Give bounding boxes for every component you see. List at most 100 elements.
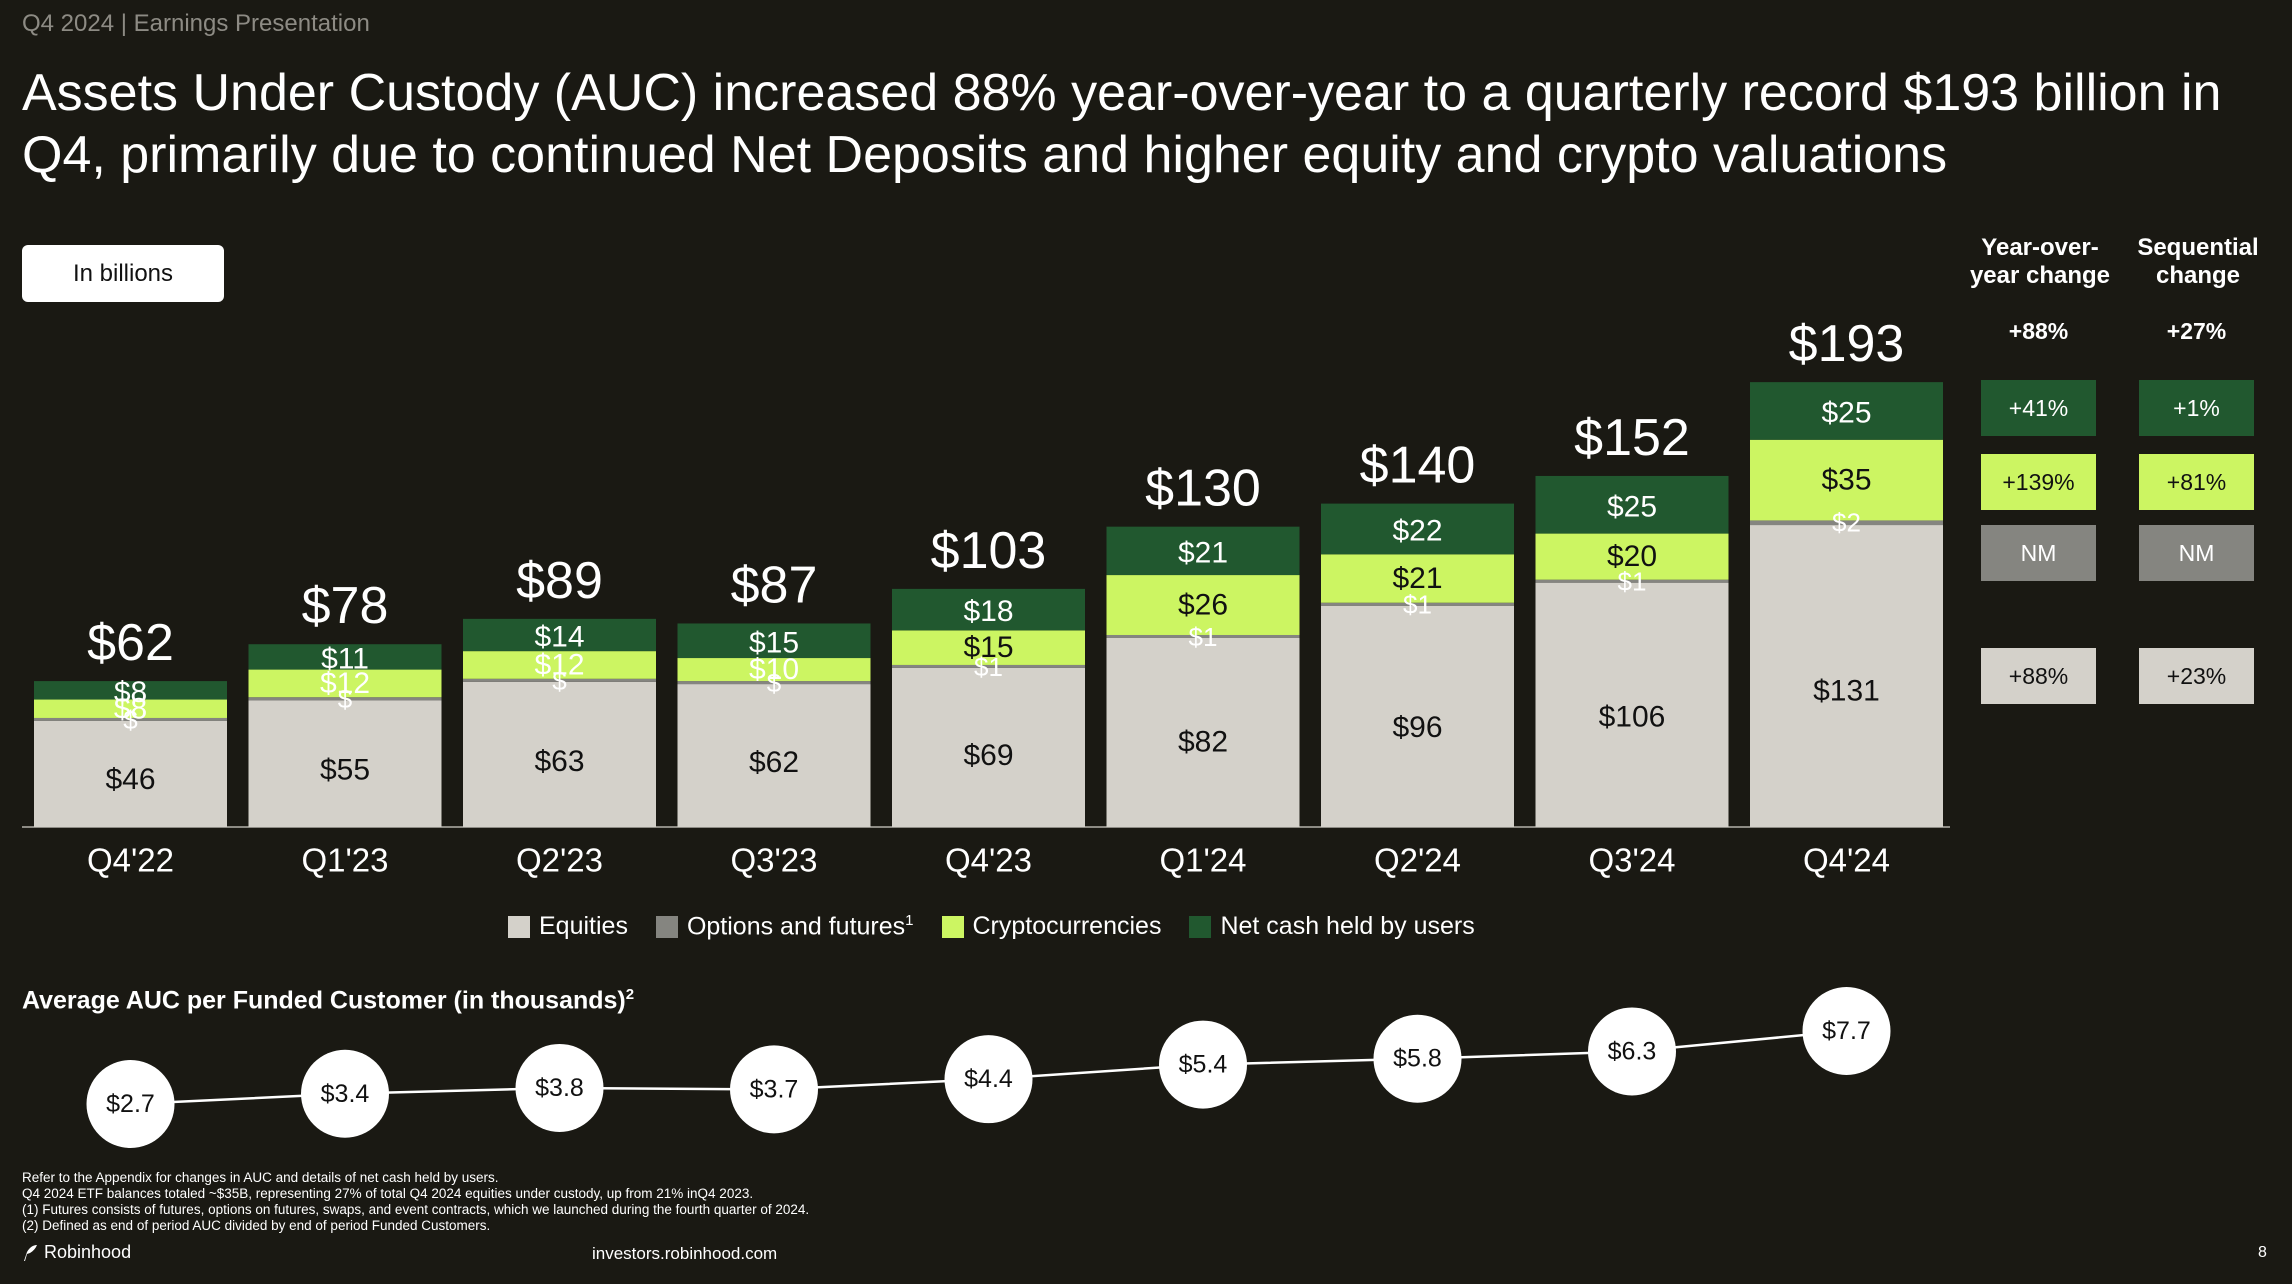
legend-item-cash: Net cash held by users (1189, 912, 1475, 941)
line-point-label: $2.7 (106, 1090, 155, 1118)
bar-cash (1535, 475, 1729, 534)
bar-cash (892, 588, 1085, 631)
bar-cash (677, 623, 871, 659)
seq-total: +27% (2166, 318, 2227, 344)
bar-label-cash: $25 (1821, 396, 1871, 429)
legend-item-equities: Equities (508, 912, 628, 941)
bar-options (1321, 602, 1514, 606)
bar-label-equities: $69 (963, 739, 1013, 772)
bar-label-equities: $96 (1392, 711, 1442, 744)
x-tick-label: Q1'24 (1159, 842, 1246, 879)
bar-equities (248, 700, 442, 827)
bar-equities (892, 667, 1085, 827)
bar-label-crypto: $20 (1607, 540, 1657, 573)
yoy-cash-change: +41% (1981, 380, 2096, 436)
bar-label-cash: $11 (321, 642, 369, 675)
bar-total-label: $89 (516, 552, 603, 610)
bar-options (1535, 579, 1729, 583)
x-tick-label: Q2'23 (516, 842, 603, 879)
bar-cash (248, 644, 442, 670)
legend: Equities Options and futures1 Cryptocurr… (508, 912, 1475, 941)
seq-header: Sequential change (2137, 234, 2259, 289)
bar-options (892, 664, 1085, 668)
yoy-header: Year-over-year change (1969, 234, 2111, 289)
seq-options-change: NM (2139, 525, 2254, 581)
footnote: Q4 2024 ETF balances totaled ~$35B, repr… (22, 1186, 754, 1201)
x-tick-label: Q1'23 (301, 842, 388, 879)
brand-name: Robinhood (44, 1242, 132, 1262)
line-point (1159, 1020, 1247, 1109)
bar-crypto (892, 630, 1085, 665)
yoy-crypto-change: +139% (1981, 454, 2096, 510)
legend-item-crypto: Cryptocurrencies (941, 912, 1161, 941)
x-tick-label: Q2'24 (1374, 842, 1461, 879)
bar-cash (463, 618, 656, 652)
page-number: 8 (2258, 1244, 2267, 1261)
bar-equities (34, 720, 227, 827)
bar-label-options: $ (123, 705, 138, 735)
bar-cash (34, 681, 227, 700)
bar-total-label: $152 (1574, 409, 1690, 467)
line-point (730, 1045, 818, 1134)
bar-label-crypto: $15 (963, 631, 1013, 664)
bar-label-cash: $21 (1178, 536, 1228, 569)
bar-crypto (34, 699, 227, 718)
bar-label-crypto: $8 (114, 692, 147, 725)
bar-label-options: $ (767, 668, 782, 698)
yoy-total: +88% (2008, 318, 2069, 344)
line-point-label: $7.7 (1822, 1017, 1871, 1045)
bar-crypto (677, 658, 871, 682)
seq-equities-change: +23% (2139, 648, 2254, 704)
bar-label-options: $1 (974, 652, 1003, 682)
bar-options (1106, 634, 1300, 638)
line-point (515, 1043, 604, 1132)
line-point-label: $4.4 (964, 1065, 1013, 1093)
footer-site[interactable]: investors.robinhood.com (592, 1244, 778, 1263)
bar-label-equities: $62 (749, 746, 799, 779)
bar-options (1750, 520, 1943, 526)
bar-label-crypto: $12 (320, 667, 370, 700)
line-point-label: $5.4 (1179, 1051, 1228, 1079)
bar-equities (1321, 605, 1514, 827)
bar-cash (1106, 526, 1300, 576)
bar-cash (1750, 382, 1943, 440)
bar-label-options: $ (552, 666, 567, 696)
bar-equities (463, 681, 656, 827)
line-point (944, 1035, 1033, 1124)
bar-label-crypto: $12 (534, 648, 584, 681)
legend-label-options: Options and futures1 (686, 912, 914, 941)
bar-label-crypto: $26 (1178, 589, 1228, 622)
bar-crypto (1535, 533, 1729, 580)
yoy-equities-change: +88% (1981, 648, 2096, 704)
legend-label-cash: Net cash held by users (1220, 912, 1475, 941)
brand-logo: Robinhood (22, 1242, 131, 1263)
bar-label-options: $ (338, 684, 353, 714)
legend-item-options: Options and futures1 (655, 912, 914, 941)
bar-label-cash: $8 (114, 676, 147, 709)
bar-equities (677, 684, 871, 827)
units-badge: In billions (22, 245, 224, 302)
bar-crypto (1321, 554, 1514, 603)
legend-swatch-equities (508, 915, 530, 938)
x-tick-label: Q4'22 (87, 842, 174, 879)
x-tick-label: Q3'23 (730, 842, 817, 879)
x-tick-label: Q3'24 (1588, 842, 1675, 879)
legend-swatch-crypto (941, 915, 964, 938)
page-title: Assets Under Custody (AUC) increased 88%… (22, 64, 2222, 184)
bar-label-cash: $22 (1392, 514, 1442, 547)
line-point (301, 1049, 389, 1138)
bar-options (34, 717, 227, 721)
footnote: Refer to the Appendix for changes in AUC… (22, 1170, 499, 1185)
x-tick-label: Q4'24 (1803, 842, 1890, 879)
bar-label-options: $2 (1832, 507, 1861, 537)
bar-crypto (1106, 575, 1300, 635)
bar-options (677, 681, 871, 685)
legend-footnote-1: 1 (905, 912, 914, 929)
bar-label-equities: $55 (320, 753, 370, 786)
bar-options (463, 678, 656, 682)
footnote: (2) Defined as end of period AUC divided… (22, 1218, 491, 1233)
bar-total-label: $87 (731, 556, 818, 614)
bar-equities (1750, 525, 1943, 827)
bar-label-cash: $25 (1607, 490, 1657, 523)
